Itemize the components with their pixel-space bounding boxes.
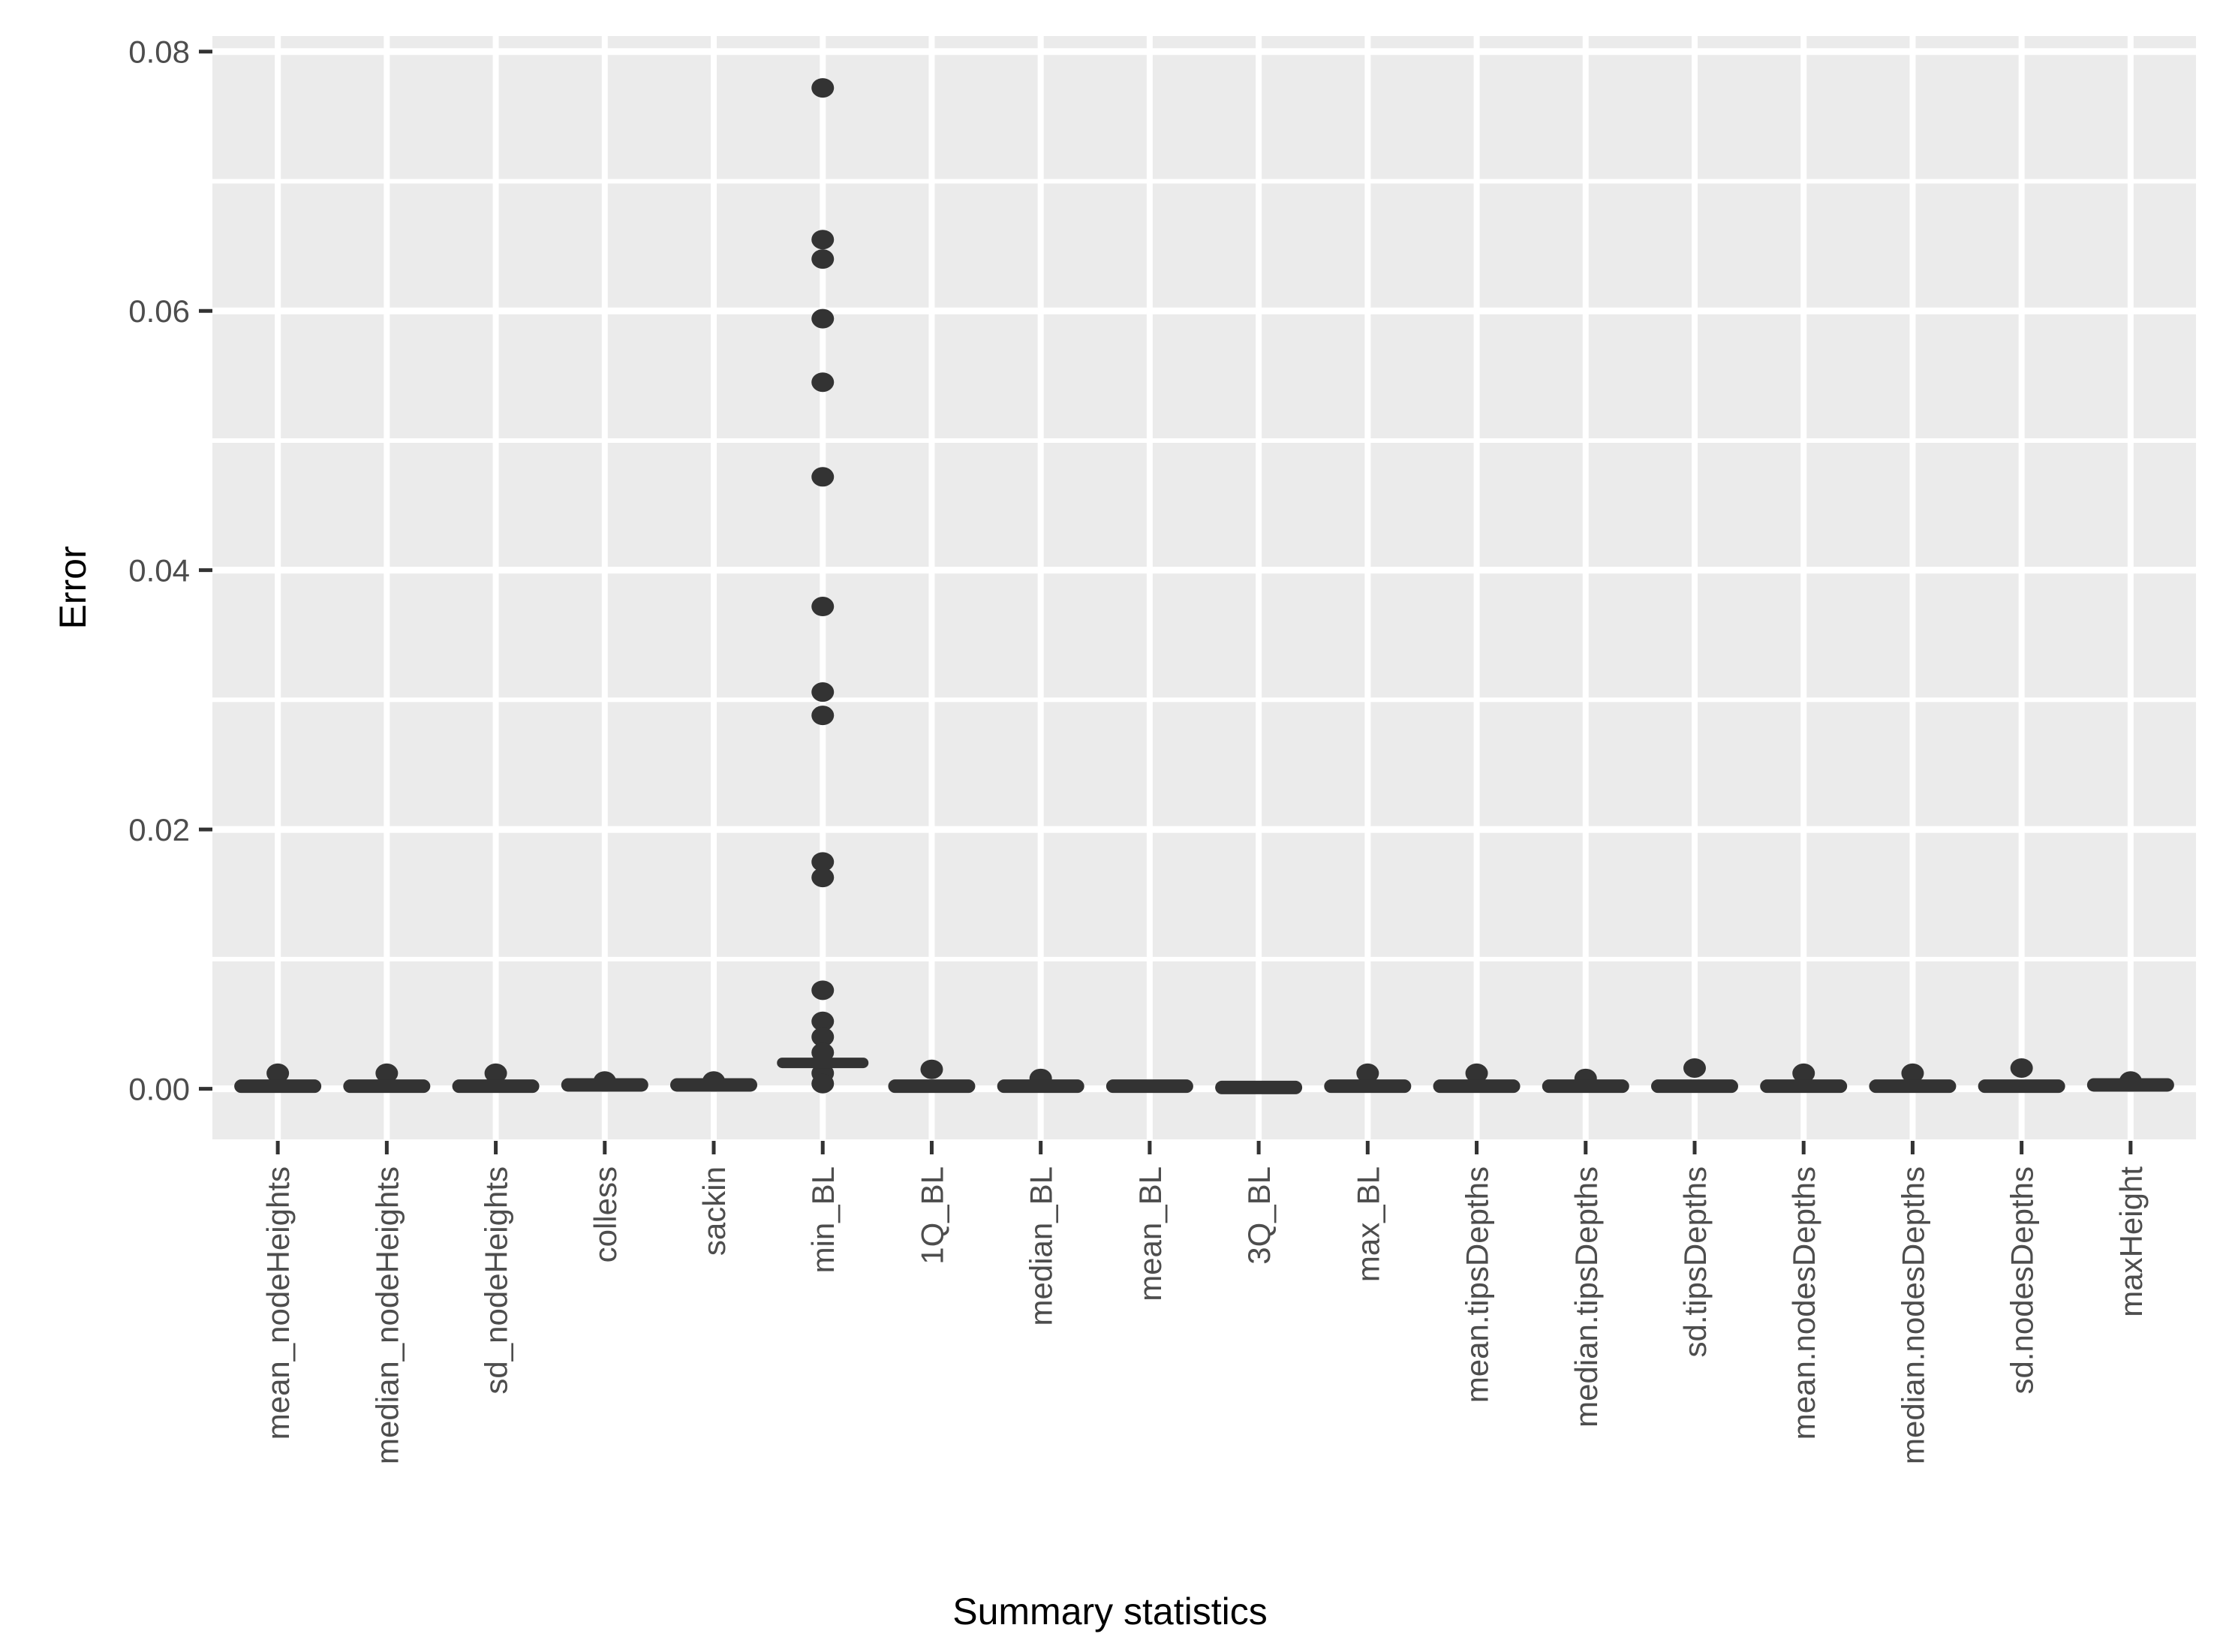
x-tick-label: maxHeight [2113, 1166, 2149, 1317]
boxplot-bar [888, 1079, 976, 1094]
x-axis-title: Summary statistics [952, 1590, 1268, 1632]
boxplot-bar [1978, 1079, 2065, 1094]
boxplot-bar [561, 1078, 648, 1092]
data-point [811, 372, 835, 393]
data-point [920, 1059, 943, 1079]
boxplot-bar [2086, 1078, 2174, 1092]
x-tick-label: mean_nodeHeights [260, 1166, 296, 1440]
data-point [811, 467, 835, 487]
data-point [811, 1043, 835, 1063]
data-point [811, 1011, 835, 1031]
boxplot-bar [1760, 1079, 1848, 1094]
y-axis-title: Error [52, 546, 94, 630]
data-point [811, 852, 835, 872]
y-tick-label: 0.08 [128, 35, 190, 70]
x-tick-label: 3Q_BL [1241, 1166, 1277, 1265]
boxplot-bar [777, 1058, 869, 1069]
x-tick-label: max_BL [1350, 1166, 1385, 1282]
data-point [375, 1063, 399, 1083]
data-point [1901, 1063, 1924, 1083]
boxplot-bar [234, 1079, 322, 1094]
data-point [811, 1073, 835, 1094]
boxplot-bar [1650, 1079, 1738, 1094]
boxplot-bar [670, 1078, 758, 1092]
data-point [811, 78, 835, 98]
x-tick-label: mean.tipsDepths [1460, 1166, 1495, 1403]
x-tick-label: colless [588, 1166, 623, 1262]
data-point [484, 1063, 507, 1083]
data-point [1465, 1063, 1488, 1083]
data-point [1792, 1063, 1815, 1083]
boxplot-bar [1215, 1080, 1303, 1094]
x-tick-label: sackin [696, 1166, 732, 1256]
boxplot-bar [1869, 1079, 1957, 1094]
x-tick-label: median.nodesDepths [1895, 1166, 1930, 1464]
data-point [811, 682, 835, 703]
panel-background [212, 36, 2196, 1139]
y-tick-label: 0.02 [128, 812, 190, 847]
boxplot-bar [1542, 1079, 1629, 1094]
data-point [266, 1063, 290, 1083]
y-tick-label: 0.06 [128, 293, 190, 329]
boxplot-bar [1433, 1079, 1521, 1094]
x-tick-label: sd.nodesDepths [2005, 1166, 2040, 1395]
x-tick-label: 1Q_BL [914, 1166, 949, 1265]
data-point [811, 706, 835, 726]
data-point [811, 597, 835, 617]
y-tick-label: 0.00 [128, 1072, 190, 1107]
x-tick-label: mean.nodesDepths [1786, 1166, 1821, 1440]
boxplot-bar [343, 1079, 431, 1094]
x-tick-label: mean_BL [1133, 1166, 1168, 1301]
data-point [811, 230, 835, 250]
boxplot-bar [1324, 1079, 1412, 1094]
y-tick-label: 0.04 [128, 553, 190, 588]
x-tick-label: median.tipsDepths [1569, 1166, 1604, 1428]
x-tick-label: median_nodeHeights [369, 1166, 405, 1464]
x-tick-label: min_BL [805, 1166, 841, 1273]
data-point [2010, 1058, 2033, 1078]
data-point [811, 249, 835, 269]
x-tick-label: sd.tipsDepths [1677, 1166, 1713, 1357]
data-point [811, 868, 835, 888]
data-point [811, 308, 835, 329]
boxplot-bar [997, 1079, 1084, 1094]
data-point [1356, 1063, 1379, 1083]
x-tick-label: sd_nodeHeights [479, 1166, 514, 1395]
boxplot-bar [452, 1079, 540, 1094]
x-tick-label: median_BL [1024, 1166, 1059, 1326]
boxplot-bar [1105, 1079, 1193, 1094]
data-point [811, 980, 835, 1001]
data-point [811, 1027, 835, 1047]
data-point [1683, 1058, 1706, 1078]
